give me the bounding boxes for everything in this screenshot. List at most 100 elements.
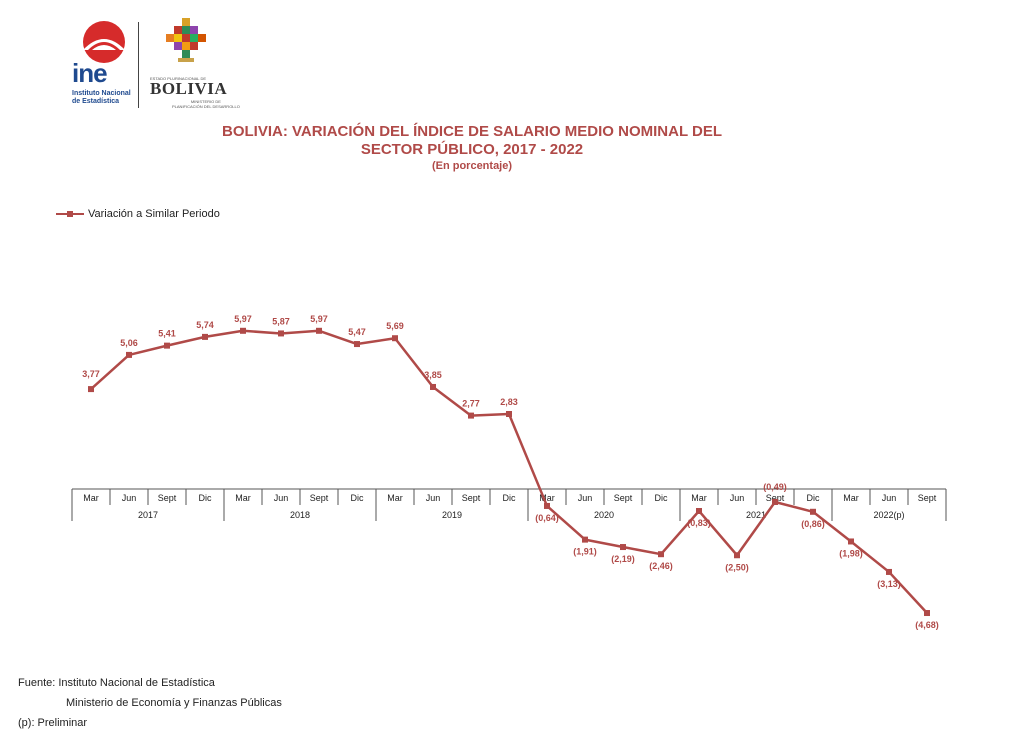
data-label: 5,87 [272,316,290,326]
x-group-label: 2019 [442,510,462,520]
x-tick-label: Sept [462,493,481,503]
data-label: 5,97 [234,314,252,324]
data-point-marker [696,507,702,514]
data-label: (0,83) [687,518,711,528]
data-point-marker [202,333,208,340]
data-point-marker [848,538,854,545]
data-label: 5,41 [158,329,176,339]
x-tick-label: Jun [730,493,745,503]
data-label: (2,50) [725,562,749,572]
data-point-marker [620,544,626,551]
chart-subtitle: (En porcentaje) [431,160,513,172]
x-tick-label: Jun [426,493,441,503]
x-tick-label: Sept [158,493,177,503]
data-label: (4,68) [915,620,939,630]
x-tick-label: Dic [807,493,820,503]
x-group-label: 2017 [138,510,158,520]
x-group-label: 2018 [290,510,310,520]
chart-title-line1: BOLIVIA: VARIACIÓN DEL ÍNDICE DE SALARIO… [221,123,723,140]
x-tick-label: Mar [539,493,555,503]
data-point-marker [810,508,816,515]
data-label: (2,46) [649,561,673,571]
bolivia-ministry-line1: MINISTERIO DE [190,99,221,104]
bolivia-emblem-icon [166,18,206,62]
x-tick-label: Mar [83,493,99,503]
data-point-marker [544,502,550,509]
legend-label: Variación a Similar Periodo [88,208,220,220]
x-tick-label: Sept [310,493,329,503]
legend-line-icon [56,211,84,217]
data-point-marker [88,386,94,393]
x-tick-label: Jun [274,493,289,503]
data-point-marker [468,412,474,419]
series-line [90,329,928,614]
data-label: (0,64) [535,513,559,523]
data-point-marker [278,330,284,337]
x-tick-label: Dic [351,493,364,503]
bolivia-ministry-line2: PLANIFICACIÓN DEL DESARROLLO [172,104,240,109]
x-tick-label: Jun [578,493,593,503]
x-tick-label: Sept [918,493,937,503]
preliminary-note: (p): Preliminar [18,717,88,729]
x-group-label: 2022(p) [873,510,904,520]
ine-subtitle-line2: de Estadística [72,98,120,105]
x-tick-label: Jun [882,493,897,503]
legend-marker-icon [67,211,73,217]
x-tick-label: Dic [655,493,668,503]
x-group-label: 2020 [594,510,614,520]
ine-logo-subtitle: Instituto Nacional de Estadística [72,90,131,106]
data-point-marker [582,536,588,543]
data-point-marker [316,327,322,334]
data-label: 5,06 [120,338,138,348]
data-label: (1,98) [839,548,863,558]
data-label: 3,77 [82,369,100,379]
x-tick-label: Mar [387,493,403,503]
ine-subtitle-line1: Instituto Nacional [72,90,131,97]
x-tick-label: Jun [122,493,137,503]
bolivia-name: BOLIVIA [150,79,228,98]
data-point-marker [772,498,778,505]
data-label: 3,85 [424,370,442,380]
x-tick-label: Mar [843,493,859,503]
logo-divider [138,22,139,108]
data-point-marker [506,411,512,418]
x-tick-label: Dic [503,493,516,503]
x-tick-label: Dic [199,493,212,503]
data-label: 2,77 [462,399,480,409]
data-point-marker [240,327,246,334]
data-point-marker [734,552,740,559]
x-group-label: 2021 [746,510,766,520]
bolivia-state-text: ESTADO PLURINACIONAL DE [150,76,207,81]
x-tick-label: Sept [614,493,633,503]
chart-legend: Variación a Similar Periodo [56,206,220,222]
data-point-marker [126,351,132,358]
data-point-marker [354,341,360,348]
data-point-marker [392,335,398,342]
x-tick-label: Sept [766,493,785,503]
data-point-marker [658,551,664,558]
data-point-marker [886,568,892,575]
x-tick-label: Mar [235,493,251,503]
data-label: 5,74 [196,320,214,330]
data-point-marker [924,610,930,617]
data-point-marker [164,342,170,349]
source-line-2: Ministerio de Economía y Finanzas Públic… [66,697,282,709]
ine-logo-text: ine [72,58,108,88]
data-label: 5,47 [348,327,366,337]
data-label: 5,97 [310,314,328,324]
data-point-marker [430,383,436,390]
chart-title-line2: SECTOR PÚBLICO, 2017 - 2022 [360,141,584,158]
data-label: (3,13) [877,579,901,589]
logos-area: ine Instituto Nacional de Estadística ES… [70,18,240,113]
data-label: (0,49) [763,482,787,492]
ine-logo-icon [83,21,125,63]
x-tick-label: Mar [691,493,707,503]
data-label: (2,19) [611,554,635,564]
source-line-1: Fuente: Instituto Nacional de Estadístic… [18,677,215,689]
data-label: (0,86) [801,519,825,529]
data-label: 2,83 [500,397,518,407]
bolivia-ministry: MINISTERIO DE PLANIFICACIÓN DEL DESARROL… [172,99,240,109]
data-label: (1,91) [573,547,597,557]
data-label: 5,69 [386,321,404,331]
